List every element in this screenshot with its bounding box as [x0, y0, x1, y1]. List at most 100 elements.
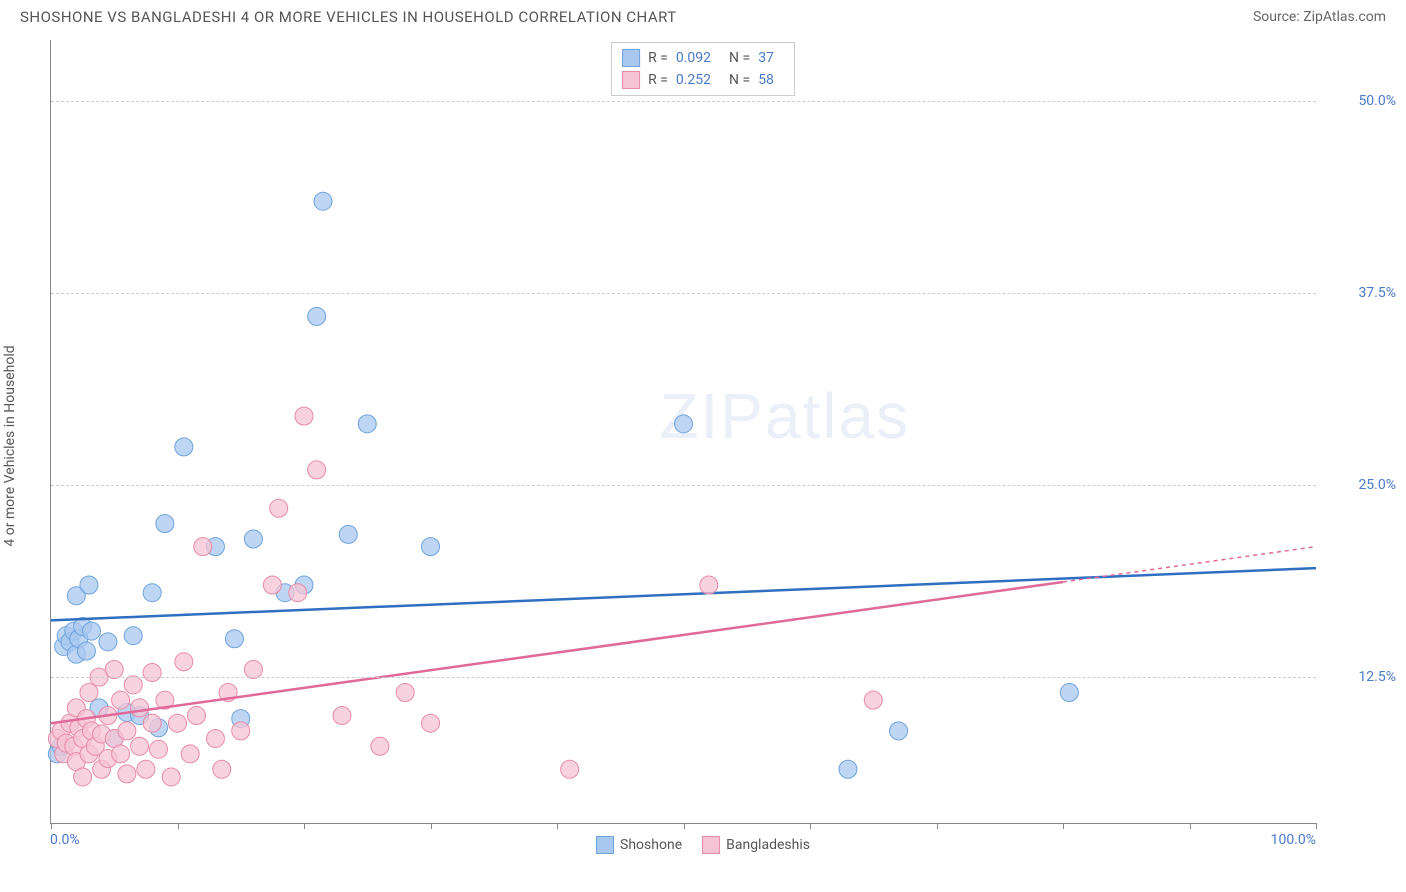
chart-header: SHOSHONE VS BANGLADESHI 4 OR MORE VEHICL… [0, 0, 1406, 30]
data-point [131, 737, 149, 755]
data-point [1060, 684, 1078, 702]
series-swatch [702, 836, 720, 854]
data-point [187, 707, 205, 725]
data-point [118, 722, 136, 740]
data-point [194, 538, 212, 556]
data-point [80, 576, 98, 594]
data-point [422, 714, 440, 732]
trend-line [51, 568, 1316, 620]
y-tick-label: 25.0% [1326, 477, 1396, 493]
data-point [181, 745, 199, 763]
gridline [51, 677, 1316, 678]
x-tick [431, 823, 432, 829]
series-swatch [596, 836, 614, 854]
x-tick [557, 823, 558, 829]
data-point [150, 740, 168, 758]
data-point [270, 499, 288, 517]
series-name: Shoshone [620, 837, 682, 853]
data-point [339, 525, 357, 543]
data-point [137, 760, 155, 778]
data-point [422, 538, 440, 556]
series-swatch [622, 71, 640, 89]
series-name: Bangladeshis [726, 837, 810, 853]
x-tick [1316, 823, 1317, 829]
data-point [112, 691, 130, 709]
gridline [51, 293, 1316, 294]
series-legend: Shoshone Bangladeshis [596, 836, 810, 854]
stats-row: R = 0.252 N = 58 [622, 69, 784, 91]
data-point [225, 630, 243, 648]
data-point [839, 760, 857, 778]
data-point [308, 461, 326, 479]
legend-item: Bangladeshis [702, 836, 810, 854]
n-label: N = [729, 72, 750, 88]
data-point [82, 622, 100, 640]
data-point [99, 633, 117, 651]
x-tick [937, 823, 938, 829]
x-tick [1190, 823, 1191, 829]
data-point [112, 745, 130, 763]
data-point [308, 307, 326, 325]
data-point [263, 576, 281, 594]
data-point [333, 707, 351, 725]
data-point [358, 415, 376, 433]
data-point [143, 584, 161, 602]
data-point [700, 576, 718, 594]
data-point [80, 684, 98, 702]
y-tick-label: 12.5% [1326, 669, 1396, 685]
n-value: 37 [758, 50, 774, 66]
n-label: N = [729, 50, 750, 66]
y-tick-label: 50.0% [1326, 93, 1396, 109]
data-point [371, 737, 389, 755]
r-label: R = [648, 50, 668, 66]
data-point [561, 760, 579, 778]
legend-item: Shoshone [596, 836, 682, 854]
data-point [244, 530, 262, 548]
r-label: R = [648, 72, 668, 88]
y-axis-title: 4 or more Vehicles in Household [2, 345, 18, 546]
source-attribution: Source: ZipAtlas.com [1253, 9, 1386, 25]
data-point [864, 691, 882, 709]
data-point [295, 407, 313, 425]
trend-line [51, 582, 1063, 723]
stats-legend: R = 0.092 N = 37 R = 0.252 N = 58 [611, 42, 795, 96]
r-value: 0.092 [676, 50, 711, 66]
stats-row: R = 0.092 N = 37 [622, 47, 784, 69]
data-point [105, 660, 123, 678]
data-point [74, 768, 92, 786]
data-point [175, 653, 193, 671]
n-value: 58 [758, 72, 774, 88]
data-point [118, 765, 136, 783]
scatter-svg [51, 40, 1316, 823]
chart-title: SHOSHONE VS BANGLADESHI 4 OR MORE VEHICL… [20, 8, 677, 26]
data-point [162, 768, 180, 786]
data-point [206, 730, 224, 748]
data-point [396, 684, 414, 702]
r-value: 0.252 [676, 72, 711, 88]
gridline [51, 485, 1316, 486]
y-tick-label: 37.5% [1326, 285, 1396, 301]
data-point [124, 627, 142, 645]
data-point [169, 714, 187, 732]
data-point [675, 415, 693, 433]
plot-area: ZIPatlas 12.5%25.0%37.5%50.0% [50, 40, 1316, 824]
x-tick [178, 823, 179, 829]
x-tick [304, 823, 305, 829]
data-point [289, 584, 307, 602]
data-point [156, 515, 174, 533]
data-point [143, 714, 161, 732]
x-tick [1063, 823, 1064, 829]
data-point [77, 642, 95, 660]
data-point [232, 722, 250, 740]
data-point [890, 722, 908, 740]
x-max-label: 100.0% [1271, 832, 1316, 848]
x-min-label: 0.0% [50, 832, 80, 848]
data-point [143, 664, 161, 682]
data-point [244, 660, 262, 678]
series-swatch [622, 49, 640, 67]
x-tick [810, 823, 811, 829]
trend-line-extrapolated [1063, 547, 1316, 582]
data-point [175, 438, 193, 456]
gridline [51, 101, 1316, 102]
data-point [131, 699, 149, 717]
